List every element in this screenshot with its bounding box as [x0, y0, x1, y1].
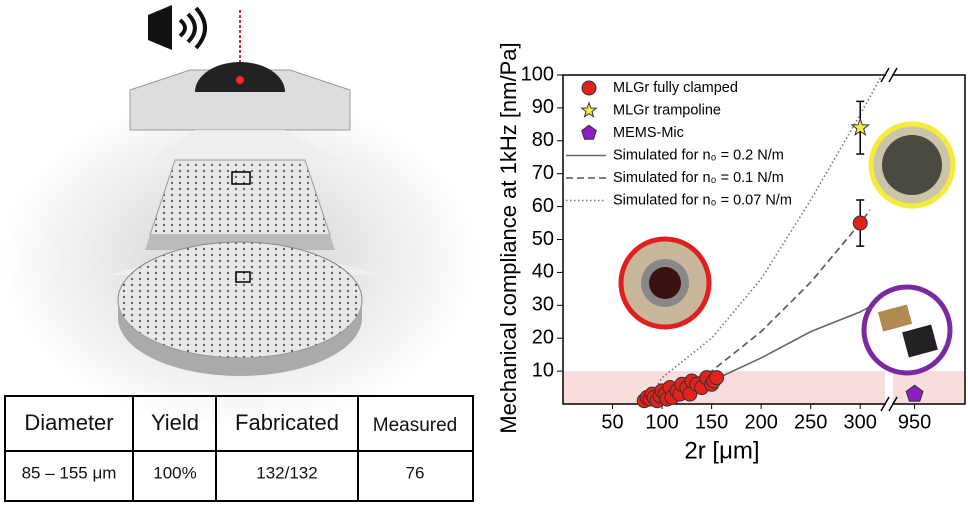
legend-label: MLGr trampoline	[613, 102, 721, 118]
table-header: Measured	[373, 415, 458, 436]
axis-break-cover	[886, 401, 892, 406]
plot: 10 20 30 40 50 60 70 80 90 100 50 100 150 200 250 300 95…	[521, 63, 966, 433]
legend-label: Simulated for n₀ = 0.2 N/m	[613, 147, 784, 163]
data-point	[850, 117, 870, 137]
x-tick-label: 50	[601, 411, 623, 433]
axis-break-cover	[886, 73, 892, 78]
data-point	[905, 384, 924, 402]
x-tick-label: 200	[744, 411, 777, 433]
y-tick-label: 30	[532, 294, 554, 316]
highlight-band	[563, 371, 965, 404]
y-tick-label: 60	[532, 195, 554, 217]
axis-frame	[562, 74, 966, 405]
legend-marker	[581, 124, 597, 140]
table-cell: 132/132	[256, 463, 317, 482]
data-point	[709, 370, 725, 386]
table: Diameter Yield Fabricated Measured 85 – …	[4, 395, 474, 502]
y-tick-label: 80	[532, 129, 554, 151]
table-header: Fabricated	[235, 410, 339, 435]
y-tick-label: 50	[532, 228, 554, 250]
axis-break-mark	[888, 396, 898, 412]
y-tick-label: 40	[532, 261, 554, 283]
x-tick-label: 250	[794, 411, 827, 433]
insets	[618, 121, 956, 376]
legend-label: MLGr fully clamped	[613, 80, 738, 96]
legend-marker	[581, 80, 597, 96]
y-tick-label: 20	[532, 326, 554, 348]
data-point	[852, 215, 868, 231]
y-tick-label: 10	[532, 359, 554, 381]
table-header: Yield	[151, 410, 199, 435]
table-cell: 100%	[153, 463, 196, 482]
x-tick-label: 300	[844, 411, 877, 433]
illustration	[0, 5, 480, 430]
legend-label: MEMS-Mic	[613, 125, 684, 141]
table-cell: 85 – 155 μm	[22, 463, 117, 482]
axis-break-mark	[888, 67, 898, 83]
x-tick-label: 150	[695, 411, 728, 433]
x-axis-label: 2r [μm]	[684, 437, 759, 464]
axis-break-gap	[885, 73, 893, 406]
legend-marker	[580, 101, 598, 118]
table-header: Diameter	[24, 410, 113, 435]
legend-label: Simulated for n₀ = 0.1 N/m	[613, 170, 784, 186]
x-tick-label: 100	[645, 411, 678, 433]
y-axis-label: Mechanical compliance at 1kHz [nm/Pa]	[496, 42, 521, 433]
legend-label: Simulated for n₀ = 0.07 N/m	[613, 192, 792, 208]
y-tick-label: 90	[532, 96, 554, 118]
y-tick-label: 100	[521, 63, 554, 85]
x-tick-label: 950	[898, 411, 931, 433]
axis-break-mark	[880, 396, 890, 412]
axis-break-mark	[880, 67, 890, 83]
table-cell: 76	[406, 463, 425, 482]
y-tick-label: 70	[532, 162, 554, 184]
